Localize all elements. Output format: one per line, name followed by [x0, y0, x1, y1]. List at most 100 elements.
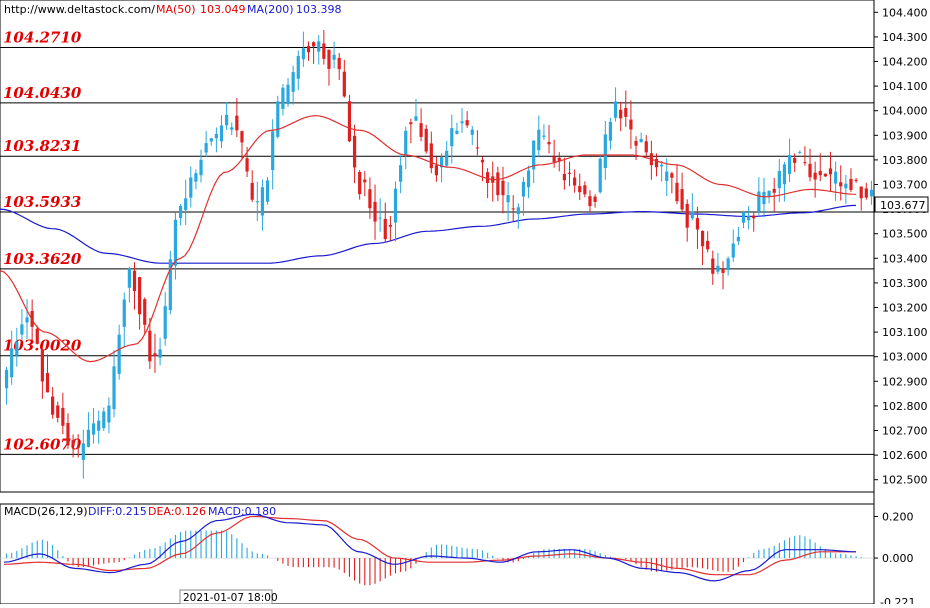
candle-body: [194, 173, 198, 182]
candle: [736, 226, 740, 246]
candle-body: [306, 45, 311, 53]
candle-body: [301, 48, 305, 60]
candle-body: [393, 188, 398, 223]
candle: [301, 31, 305, 67]
candle-body: [716, 265, 720, 272]
candle-body: [542, 135, 546, 137]
candle-body: [654, 158, 659, 168]
candle: [654, 153, 659, 177]
candle-body: [624, 107, 628, 117]
candle: [757, 177, 761, 217]
candle: [102, 407, 106, 432]
candle: [583, 181, 587, 198]
candle: [598, 155, 602, 194]
candle: [578, 173, 582, 200]
candle: [619, 101, 623, 132]
candle-body: [711, 258, 715, 274]
candle: [122, 292, 126, 347]
source-url[interactable]: http://www.deltastock.com/: [4, 3, 155, 16]
candle-body: [844, 183, 848, 189]
candle-body: [460, 121, 464, 124]
candle-body: [291, 72, 295, 92]
candle: [588, 190, 592, 213]
time-label: 2021-01-07 18:00: [183, 592, 278, 604]
candle-body: [808, 163, 812, 178]
candle: [209, 137, 213, 146]
candle-body: [312, 42, 316, 47]
y-tick-label: 104.300: [882, 31, 928, 44]
candle: [322, 30, 326, 65]
candle: [634, 136, 638, 160]
candle-body: [388, 225, 392, 227]
macd-axis-bottom-label: -0.221: [880, 596, 915, 604]
candle-body: [470, 129, 474, 135]
candle: [230, 122, 234, 136]
candle: [511, 195, 515, 222]
y-tick-label: 102.500: [882, 474, 928, 487]
candle-body: [45, 373, 50, 393]
candle: [839, 165, 843, 201]
candle-body: [414, 116, 418, 121]
candle-body: [327, 49, 331, 69]
candle: [76, 434, 80, 458]
candle-body: [296, 55, 300, 79]
candle: [347, 94, 352, 143]
candle: [368, 177, 372, 219]
y-tick-label: 103.800: [882, 154, 928, 167]
candle: [506, 182, 510, 221]
candle: [66, 413, 70, 449]
candle: [194, 169, 198, 190]
candle-body: [813, 172, 817, 180]
candle: [184, 179, 188, 225]
candle-body: [86, 429, 91, 448]
candle: [107, 397, 111, 434]
candle-body: [76, 447, 80, 449]
candle-body: [91, 423, 96, 435]
candle-body: [634, 140, 638, 146]
candle-body: [859, 186, 863, 199]
current-price-box: [874, 196, 929, 213]
y-tick-label: 104.000: [882, 105, 928, 118]
y-tick-label: 103.700: [882, 179, 928, 192]
candle-body: [429, 143, 433, 169]
candle: [414, 98, 418, 122]
candle: [153, 333, 157, 373]
ma200-label: MA(200): [247, 3, 294, 16]
candle-body: [66, 422, 70, 446]
candle-body: [573, 177, 577, 186]
candle: [803, 146, 807, 166]
candle-body: [4, 369, 9, 389]
macd-panel-frame: [0, 503, 875, 605]
candle: [501, 166, 505, 214]
candle: [158, 337, 162, 366]
candle: [429, 131, 433, 174]
candle: [706, 231, 710, 253]
candle-body: [409, 122, 413, 125]
candle: [711, 250, 715, 285]
candle: [163, 292, 167, 346]
candle-body: [695, 218, 700, 230]
candle: [869, 180, 874, 205]
candle: [813, 161, 817, 198]
candle-body: [15, 342, 19, 356]
candle: [685, 199, 689, 242]
candle-body: [567, 172, 572, 174]
candle-body: [199, 159, 203, 176]
macd-dea-value: DEA:0.126: [148, 505, 206, 518]
candle: [823, 173, 827, 177]
candle-body: [245, 158, 249, 172]
candle: [148, 317, 152, 370]
candle: [56, 401, 60, 423]
candle-body: [747, 215, 751, 221]
candle: [45, 354, 50, 393]
level-label: 104.0430: [3, 84, 82, 102]
candle-body: [214, 133, 218, 139]
candle-body: [61, 407, 65, 426]
candle-body: [178, 206, 183, 219]
candle: [629, 100, 633, 149]
candle-body: [132, 270, 137, 292]
candle-body: [706, 240, 710, 250]
candle: [291, 65, 295, 105]
candle: [143, 297, 147, 335]
